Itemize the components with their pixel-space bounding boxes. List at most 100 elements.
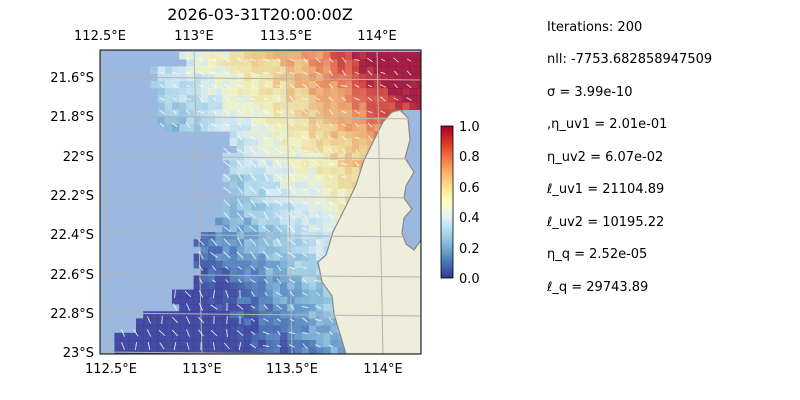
heatmap-cell	[308, 167, 317, 175]
current-arrow	[275, 110, 283, 114]
heatmap-cell	[258, 239, 266, 247]
heatmap-cell	[337, 196, 346, 204]
heatmap-cell	[359, 80, 367, 89]
heatmap-cell	[229, 275, 238, 283]
heatmap-cell	[344, 73, 353, 82]
heatmap-cell	[179, 66, 187, 74]
heatmap-cell	[337, 59, 346, 67]
current-arrow	[276, 186, 282, 194]
heatmap-cell	[344, 124, 353, 132]
grid-parallel	[100, 115, 421, 120]
heatmap-cell	[337, 73, 346, 82]
heatmap-cell	[323, 174, 331, 182]
heatmap-cell	[294, 138, 302, 146]
heatmap-cell	[272, 246, 281, 254]
heatmap-cell	[244, 52, 252, 60]
heatmap-cell	[301, 124, 310, 132]
current-arrow	[275, 252, 283, 258]
current-arrow	[159, 71, 165, 75]
current-arrow	[185, 109, 191, 115]
heatmap-cell	[308, 268, 317, 276]
heatmap-cell	[258, 224, 266, 233]
heatmap-cell	[265, 275, 274, 283]
heatmap-cell	[265, 66, 274, 74]
heatmap-cell	[344, 181, 353, 190]
heatmap-cell	[222, 311, 230, 319]
heatmap-cell	[280, 138, 288, 146]
heatmap-cell	[301, 73, 310, 82]
heatmap-cell	[388, 95, 396, 103]
heatmap-cell	[330, 181, 338, 190]
heatmap-cell	[251, 239, 259, 247]
heatmap-cell	[344, 109, 353, 118]
heatmap-cell	[222, 260, 230, 269]
heatmap-cell	[316, 66, 324, 74]
heatmap-cell	[193, 80, 202, 89]
heatmap-cell	[323, 124, 331, 132]
heatmap-cell	[244, 167, 252, 175]
heatmap-cell	[395, 80, 403, 89]
heatmap-cell	[323, 289, 331, 298]
current-arrow	[302, 71, 308, 75]
heatmap-cell	[150, 332, 158, 341]
heatmap-cell	[244, 217, 252, 226]
heatmap-cell	[236, 217, 245, 226]
heatmap-cell	[229, 95, 238, 103]
heatmap-cell	[301, 260, 310, 269]
heatmap-cell	[265, 73, 274, 82]
heatmap-cell	[316, 102, 324, 110]
heatmap-cell	[280, 196, 288, 204]
heatmap-cell	[316, 131, 324, 139]
heatmap-cell	[236, 282, 245, 290]
current-arrow	[303, 162, 307, 166]
current-arrow	[250, 279, 256, 283]
heatmap-cell	[244, 239, 252, 247]
heatmap-cell	[280, 131, 288, 139]
heatmap-cell	[143, 311, 151, 319]
heatmap-cell	[244, 109, 252, 118]
heatmap-cell	[352, 73, 360, 82]
heatmap-cell	[294, 340, 302, 348]
heatmap-cell	[193, 253, 202, 262]
heatmap-cell	[236, 253, 245, 262]
heatmap-cell	[186, 347, 194, 354]
heatmap-cell	[236, 138, 245, 146]
heatmap-cell	[287, 260, 295, 269]
heatmap-cell	[265, 203, 274, 211]
heatmap-cell	[222, 73, 230, 82]
heatmap-cell	[344, 116, 353, 125]
heatmap-cell	[308, 160, 317, 168]
heatmap-cell	[244, 131, 252, 139]
heatmap-cell	[272, 325, 281, 334]
current-arrow	[159, 84, 165, 88]
heatmap-cell	[229, 52, 238, 60]
heatmap-cell	[193, 325, 202, 334]
heatmap-cell	[323, 52, 331, 60]
heatmap-cell	[301, 217, 310, 226]
current-arrow	[289, 110, 295, 114]
heatmap-cell	[323, 95, 331, 103]
heatmap-cell	[229, 88, 238, 96]
heatmap-cell	[294, 66, 302, 74]
heatmap-cell	[251, 196, 259, 204]
heatmap-cell	[294, 152, 302, 161]
heatmap-cell	[308, 145, 317, 154]
heatmap-cell	[186, 124, 194, 132]
current-arrow	[276, 277, 282, 285]
heatmap-cell	[251, 152, 259, 161]
heatmap-cell	[272, 347, 281, 354]
heatmap-cell	[308, 109, 317, 118]
heatmap-cell	[359, 102, 367, 110]
heatmap-cell	[215, 232, 223, 240]
current-arrow	[250, 318, 256, 322]
grid-meridian	[193, 50, 203, 354]
heatmap-cell	[337, 181, 346, 190]
heatmap-cell	[251, 325, 259, 334]
current-arrow	[288, 344, 296, 348]
heatmap-cell	[172, 88, 180, 96]
heatmap-cell	[136, 332, 144, 341]
heatmap-cell	[352, 88, 360, 96]
current-arrow	[262, 331, 270, 335]
current-arrow	[223, 238, 231, 246]
heatmap-cell	[308, 95, 317, 103]
